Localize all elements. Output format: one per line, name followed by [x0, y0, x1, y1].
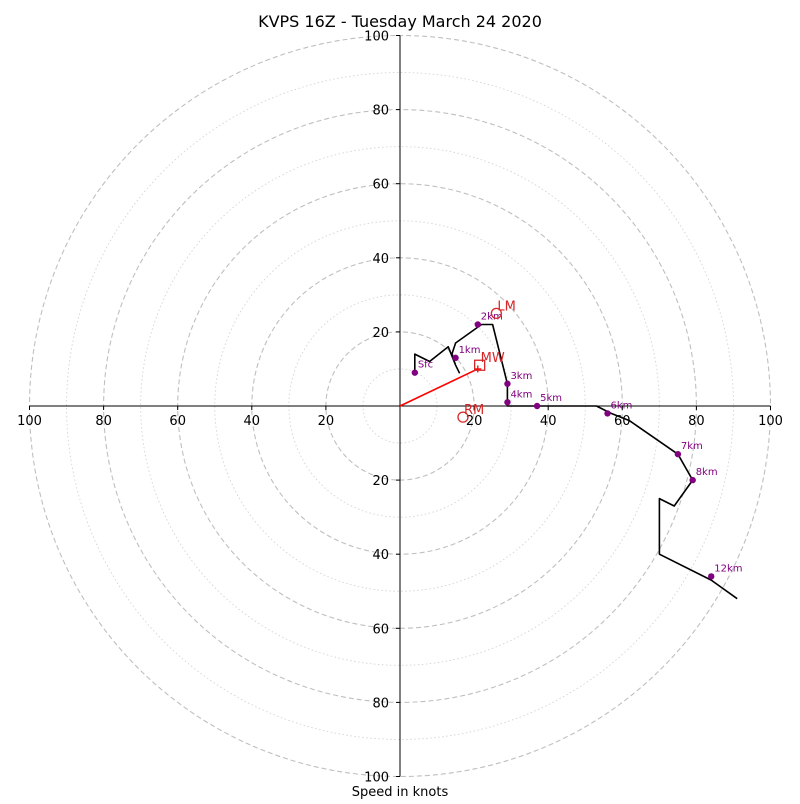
y-tick-label: 80	[372, 696, 389, 711]
x-tick-label: 80	[688, 414, 705, 429]
height-point	[504, 380, 511, 387]
x-tick-label: 60	[614, 414, 631, 429]
height-points: Sfc 1km 2km 3km 4km 5km 6km 7km 8km 12km	[411, 311, 742, 580]
height-point-label: 5km	[540, 393, 562, 404]
height-point	[708, 573, 715, 580]
y-tick-label: 40	[372, 548, 389, 563]
y-tick-label: 40	[372, 252, 389, 267]
chart-title: KVPS 16Z - Tuesday March 24 2020	[258, 12, 542, 31]
height-point-label: 6km	[610, 400, 632, 411]
height-point	[533, 402, 541, 410]
height-point	[674, 450, 682, 458]
mean-wind-label: MW	[481, 351, 505, 366]
x-tick-label: 100	[17, 414, 42, 429]
left-mover-label: LM	[497, 299, 515, 314]
right-mover-label: RM	[464, 403, 484, 418]
axis-tick-labels: 20 20 20 20 40 40 40 40 60 60 60 60 80 80 80 80 100 100 10…	[17, 30, 783, 786]
height-point-label: 12km	[714, 563, 742, 574]
wind-trace	[413, 323, 738, 600]
mean-wind-marker	[474, 359, 486, 371]
height-point	[452, 354, 459, 362]
height-point-label: 2km	[481, 311, 503, 322]
height-point-label: 8km	[696, 467, 718, 478]
x-tick-label: 40	[244, 414, 261, 429]
y-tick-label: 60	[372, 622, 389, 637]
height-point-label: Sfc	[418, 360, 433, 371]
height-point-label: 3km	[510, 371, 532, 382]
y-tick-label: 100	[364, 771, 389, 786]
left-mover-marker	[490, 307, 502, 320]
x-axis-label: Speed in knots	[352, 785, 449, 800]
x-tick-label: 40	[540, 414, 557, 429]
storm-motion-markers: MW LM RM	[399, 299, 516, 423]
y-tick-label: 20	[372, 474, 389, 489]
height-point-label: 4km	[510, 389, 532, 400]
y-tick-label: 100	[364, 30, 389, 45]
y-tick-label: 20	[372, 326, 389, 341]
y-tick-label: 60	[372, 178, 389, 193]
x-tick-label: 20	[318, 414, 335, 429]
height-point	[504, 399, 511, 406]
hodograph-trace	[413, 323, 738, 600]
x-tick-label: 20	[466, 414, 483, 429]
y-tick-label: 80	[372, 104, 389, 119]
height-point-label: 1km	[459, 345, 481, 356]
height-point	[689, 476, 696, 484]
height-point-label: 7km	[681, 441, 703, 452]
x-tick-label: 100	[758, 414, 783, 429]
right-mover-marker	[457, 411, 469, 423]
height-point	[604, 410, 611, 417]
x-tick-label: 60	[169, 414, 186, 429]
height-point	[474, 321, 482, 328]
shear-vector-line	[399, 368, 479, 407]
x-tick-label: 80	[95, 414, 112, 429]
height-point	[411, 369, 419, 376]
